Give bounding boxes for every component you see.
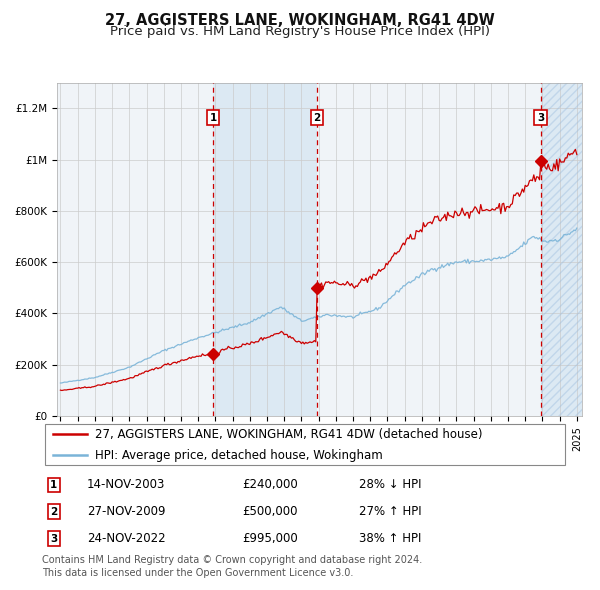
Bar — [541, 83, 586, 416]
Text: Contains HM Land Registry data © Crown copyright and database right 2024.
This d: Contains HM Land Registry data © Crown c… — [42, 555, 422, 578]
Text: 27% ↑ HPI: 27% ↑ HPI — [359, 505, 421, 518]
Text: 3: 3 — [537, 113, 544, 123]
Text: £995,000: £995,000 — [242, 532, 298, 545]
Text: 38% ↑ HPI: 38% ↑ HPI — [359, 532, 421, 545]
Text: 24-NOV-2022: 24-NOV-2022 — [87, 532, 166, 545]
Text: 2: 2 — [313, 113, 320, 123]
Text: 27-NOV-2009: 27-NOV-2009 — [87, 505, 166, 518]
Text: 27, AGGISTERS LANE, WOKINGHAM, RG41 4DW: 27, AGGISTERS LANE, WOKINGHAM, RG41 4DW — [105, 13, 495, 28]
Text: 1: 1 — [209, 113, 217, 123]
Bar — [213, 83, 317, 416]
Bar — [541, 83, 586, 416]
Text: HPI: Average price, detached house, Wokingham: HPI: Average price, detached house, Woki… — [95, 448, 383, 461]
Text: 28% ↓ HPI: 28% ↓ HPI — [359, 478, 421, 491]
FancyBboxPatch shape — [44, 424, 565, 465]
Text: 2: 2 — [50, 507, 57, 517]
Text: £500,000: £500,000 — [242, 505, 298, 518]
Text: 27, AGGISTERS LANE, WOKINGHAM, RG41 4DW (detached house): 27, AGGISTERS LANE, WOKINGHAM, RG41 4DW … — [95, 428, 482, 441]
Text: 14-NOV-2003: 14-NOV-2003 — [87, 478, 165, 491]
Text: £240,000: £240,000 — [242, 478, 298, 491]
Text: 1: 1 — [50, 480, 57, 490]
Text: Price paid vs. HM Land Registry's House Price Index (HPI): Price paid vs. HM Land Registry's House … — [110, 25, 490, 38]
Text: 3: 3 — [50, 533, 57, 543]
